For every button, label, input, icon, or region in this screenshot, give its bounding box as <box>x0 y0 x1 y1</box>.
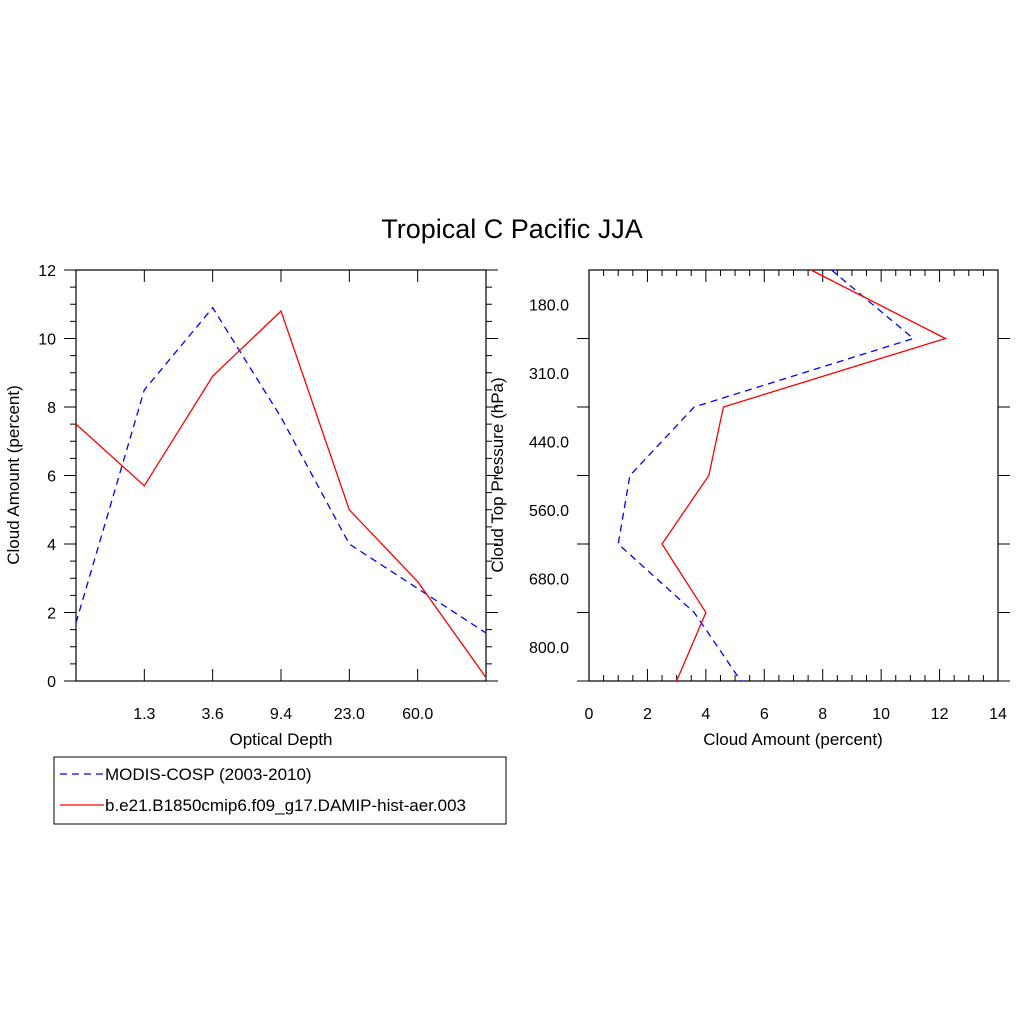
series-line-modis <box>75 306 487 634</box>
cloud-top-pressure-panel: 0 2 4 6 8 10 12 14 180.0 310.0 440.0 560.0 680.0 800.… <box>488 269 1010 749</box>
y-tick-label: 12 <box>38 263 56 280</box>
series-line-modis <box>617 269 915 682</box>
right-tick-labels: 0 2 4 6 8 10 12 14 180.0 310.0 440.0 560.0 680.0 800.… <box>529 298 1007 724</box>
series-line-model <box>661 269 948 682</box>
right-tick-marks <box>577 270 1010 682</box>
x-tick-label: 1.3 <box>133 706 155 723</box>
legend: MODIS-COSP (2003-2010) b.e21.B1850cmip6.… <box>53 756 507 825</box>
x-tick-label: 6 <box>760 706 769 723</box>
x-tick-label: 60.0 <box>402 706 433 723</box>
x-tick-label: 14 <box>989 706 1007 723</box>
x-tick-label: 4 <box>701 706 710 723</box>
left-series-lines <box>75 306 487 678</box>
legend-label-modis: MODIS-COSP (2003-2010) <box>105 765 312 784</box>
y-tick-label: 310.0 <box>529 366 569 383</box>
y-tick-label: 2 <box>47 606 56 623</box>
x-tick-label: 2 <box>643 706 652 723</box>
right-series-lines <box>617 269 948 682</box>
legend-label-model: b.e21.B1850cmip6.f09_g17.DAMIP-hist-aer.… <box>105 796 466 815</box>
y-tick-label: 0 <box>47 674 56 691</box>
x-tick-label: 0 <box>585 706 594 723</box>
x-tick-label: 3.6 <box>202 706 224 723</box>
left-y-axis-label: Cloud Amount (percent) <box>4 385 23 565</box>
y-tick-label: 800.0 <box>529 640 569 657</box>
x-tick-label: 23.0 <box>334 706 365 723</box>
right-y-axis-label: Cloud Top Pressure (hPa) <box>488 377 507 572</box>
y-tick-label: 180.0 <box>529 298 569 315</box>
series-line-model <box>75 309 487 678</box>
y-tick-label: 680.0 <box>529 572 569 589</box>
legend-box <box>53 756 507 825</box>
y-tick-label: 4 <box>47 537 56 554</box>
left-x-axis-label: Optical Depth <box>230 730 333 749</box>
x-tick-label: 9.4 <box>270 706 292 723</box>
y-tick-label: 560.0 <box>529 503 569 520</box>
y-tick-label: 440.0 <box>529 435 569 452</box>
x-tick-label: 12 <box>931 706 949 723</box>
right-x-axis-label: Cloud Amount (percent) <box>703 730 883 749</box>
chart-title: Tropical C Pacific JJA <box>381 214 643 244</box>
right-plot-frame <box>588 269 999 682</box>
y-tick-label: 8 <box>47 400 56 417</box>
left-tick-marks <box>64 269 498 682</box>
y-tick-label: 6 <box>47 469 56 486</box>
left-tick-labels: 1.3 3.6 9.4 23.0 60.0 0 2 4 6 8 10 12 <box>38 263 433 723</box>
optical-depth-panel: 1.3 3.6 9.4 23.0 60.0 0 2 4 6 8 10 12 Optical Depth… <box>4 263 498 749</box>
x-tick-label: 10 <box>872 706 890 723</box>
left-plot-frame <box>75 269 487 682</box>
y-tick-label: 10 <box>38 332 56 349</box>
x-tick-label: 8 <box>818 706 827 723</box>
